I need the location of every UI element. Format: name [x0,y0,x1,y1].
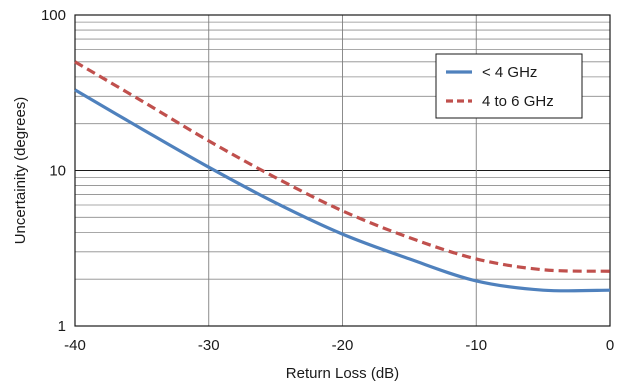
x-tick-label: -20 [332,337,354,354]
x-tick-label: -10 [465,337,487,354]
grid [74,14,611,327]
series-lines [74,60,611,293]
x-axis-title: Return Loss (dB) [286,365,399,382]
legend-label-2: 4 to 6 GHz [482,93,554,110]
x-tick-label: -40 [64,337,86,354]
legend: < 4 GHz 4 to 6 GHz [435,53,583,119]
x-tick-label: 0 [606,337,614,354]
y-tick-label: 100 [41,7,66,24]
legend-box [435,53,583,119]
x-tick-label: -30 [198,337,220,354]
y-tick-label: 10 [49,163,66,180]
series-line-2 [74,60,611,273]
y-tick-label: 1 [58,318,66,335]
series-line-1 [74,88,611,293]
legend-label-1: < 4 GHz [482,64,537,81]
plot-area-frame [74,14,611,327]
y-axis-title: Uncertainity (degrees) [12,97,29,245]
axis-tick-labels: -40 -30 -20 -10 0 1 10 100 [41,7,614,354]
